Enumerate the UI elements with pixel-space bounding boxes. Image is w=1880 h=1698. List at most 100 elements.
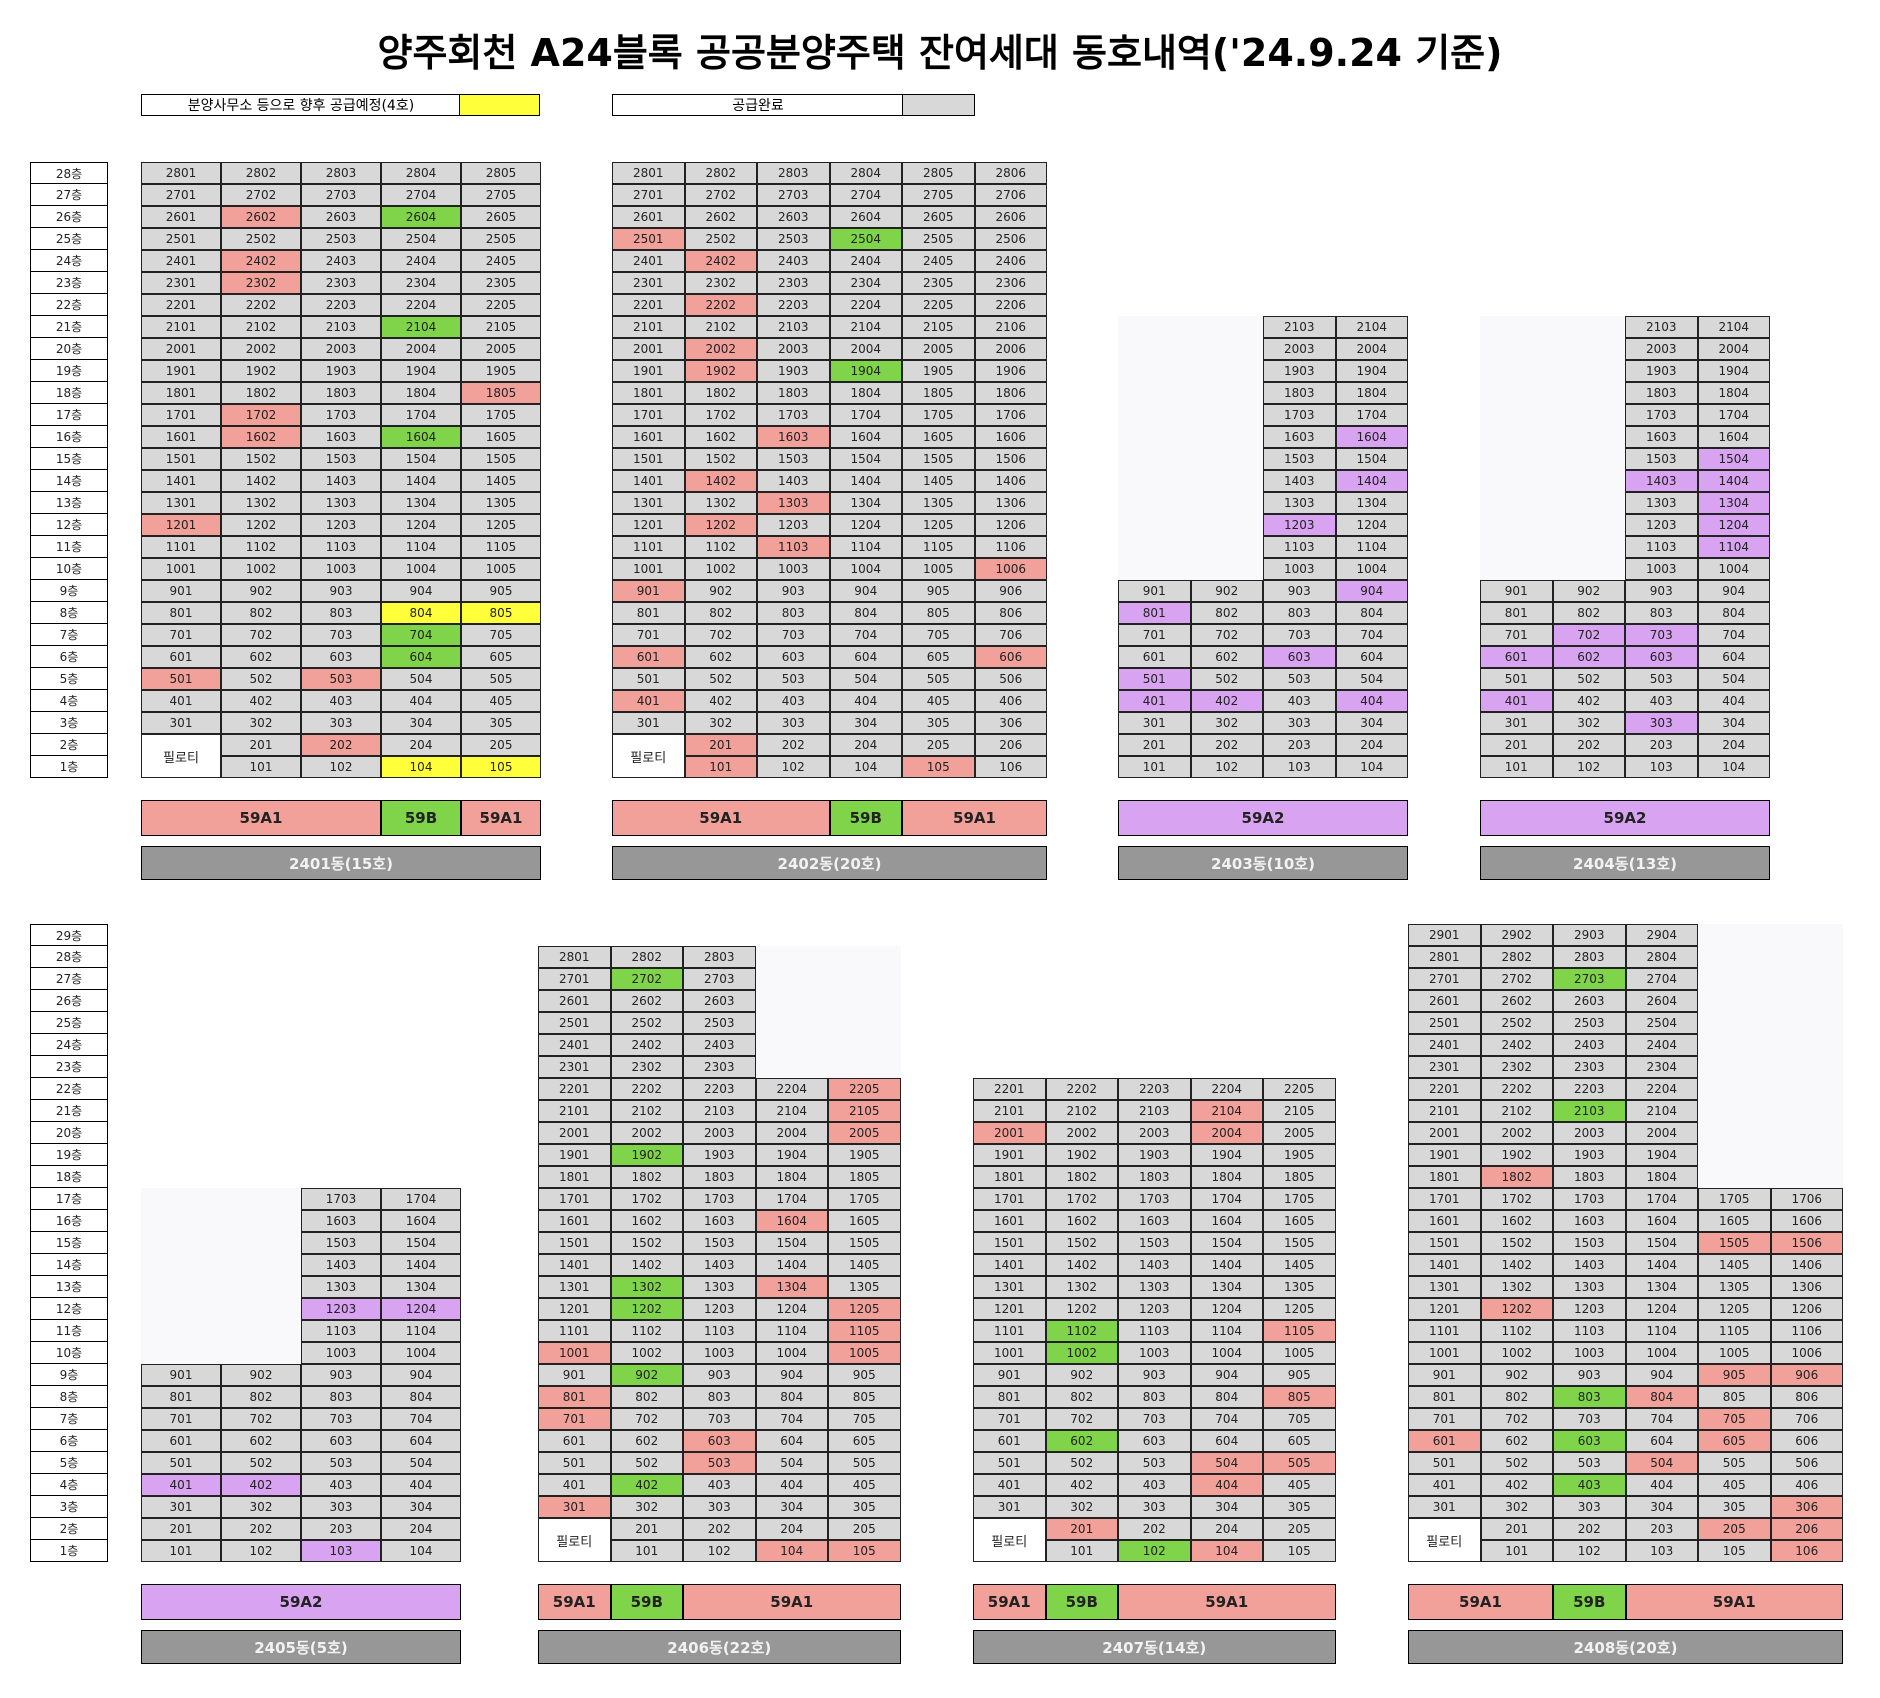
unit-cell: 1404	[381, 470, 461, 492]
unit-cell: 1504	[381, 448, 461, 470]
empty-cell	[1552, 426, 1625, 448]
unit-cell: 2104	[1697, 316, 1770, 338]
unit-cell: 2804	[381, 162, 461, 184]
unit-cell: 102	[221, 1540, 301, 1562]
unit-cell: 1105	[1698, 1320, 1771, 1342]
unit-cell: 1602	[684, 426, 757, 448]
unit-cell: 502	[1480, 1452, 1553, 1474]
empty-cell	[1046, 946, 1119, 968]
unit-cell: 2303	[301, 272, 381, 294]
empty-cell	[973, 1034, 1046, 1056]
unit-cell: 2501	[538, 1012, 611, 1034]
unit-cell: 203	[1625, 734, 1698, 756]
unit-cell: 404	[755, 1474, 828, 1496]
floor-label: 13층	[30, 492, 108, 514]
unit-cell: 202	[1118, 1518, 1191, 1540]
empty-cell	[1190, 404, 1263, 426]
unit-cell: 1204	[755, 1298, 828, 1320]
unit-cell: 2103	[1263, 316, 1336, 338]
unit-cell: 2402	[684, 250, 757, 272]
unit-cell: 2502	[684, 228, 757, 250]
empty-cell	[1263, 1056, 1336, 1078]
unit-cell: 402	[221, 1474, 301, 1496]
floor-label: 14층	[30, 1254, 108, 1276]
empty-cell	[1553, 294, 1626, 316]
unit-cell: 904	[1335, 580, 1408, 602]
unit-cell: 804	[1335, 602, 1408, 624]
type-segment: 59A1	[538, 1584, 611, 1620]
unit-cell: 804	[381, 602, 461, 624]
unit-cell: 301	[1118, 712, 1191, 734]
unit-cell: 1403	[757, 470, 830, 492]
unit-cell: 1906	[974, 360, 1047, 382]
empty-cell	[1118, 250, 1191, 272]
empty-cell	[221, 1144, 301, 1166]
floor-label: 12층	[30, 1298, 108, 1320]
unit-cell: 1102	[221, 536, 301, 558]
unit-cell: 903	[683, 1364, 756, 1386]
unit-cell: 102	[683, 1540, 756, 1562]
empty-cell	[381, 1166, 461, 1188]
unit-cell: 1705	[461, 404, 541, 426]
building-2406-grid: 2801 2802 2803 2701 2702 2703 2601 2602 2603 2501…	[538, 924, 901, 1562]
unit-cell: 1904	[755, 1144, 828, 1166]
unit-cell: 2702	[610, 968, 683, 990]
type-segment: 59A1	[1408, 1584, 1553, 1620]
empty-cell	[1190, 514, 1263, 536]
unit-cell: 302	[221, 712, 301, 734]
unit-cell: 2002	[684, 338, 757, 360]
empty-cell	[1480, 228, 1553, 250]
unit-cell: 2704	[1625, 968, 1698, 990]
unit-cell: 802	[1190, 602, 1263, 624]
unit-cell: 603	[301, 646, 381, 668]
unit-cell: 803	[301, 1386, 381, 1408]
unit-cell: 1403	[683, 1254, 756, 1276]
unit-cell: 103	[301, 1540, 381, 1562]
unit-cell: 1804	[1335, 382, 1408, 404]
empty-cell	[1046, 1056, 1119, 1078]
floor-label: 9층	[30, 580, 108, 602]
unit-cell: 1104	[1697, 536, 1770, 558]
empty-cell	[1118, 316, 1191, 338]
unit-cell: 805	[828, 1386, 901, 1408]
unit-cell: 603	[1553, 1430, 1626, 1452]
unit-cell: 106	[974, 756, 1047, 778]
empty-cell	[1552, 316, 1625, 338]
floor-label: 23층	[30, 1056, 108, 1078]
unit-cell: 205	[461, 734, 541, 756]
unit-cell: 1403	[301, 470, 381, 492]
unit-cell: 1901	[538, 1144, 611, 1166]
unit-cell: 2805	[902, 162, 975, 184]
unit-cell: 201	[1045, 1518, 1118, 1540]
unit-cell: 904	[1190, 1364, 1263, 1386]
empty-cell	[1190, 470, 1263, 492]
unit-cell: 704	[381, 1408, 461, 1430]
unit-cell: 2101	[973, 1100, 1046, 1122]
empty-cell	[1480, 536, 1553, 558]
unit-cell: 302	[610, 1496, 683, 1518]
empty-cell	[1480, 492, 1553, 514]
unit-cell: 1204	[1335, 514, 1408, 536]
unit-cell: 2302	[610, 1056, 683, 1078]
unit-cell: 1604	[755, 1210, 828, 1232]
unit-cell: 903	[1625, 580, 1698, 602]
unit-cell: 1802	[1480, 1166, 1553, 1188]
unit-cell: 2801	[538, 946, 611, 968]
unit-cell: 305	[461, 712, 541, 734]
empty-cell	[141, 1342, 221, 1364]
unit-cell: 705	[461, 624, 541, 646]
unit-cell: 604	[1190, 1430, 1263, 1452]
unit-cell: 1301	[612, 492, 685, 514]
unit-cell: 601	[1480, 646, 1553, 668]
unit-cell: 1902	[610, 1144, 683, 1166]
empty-cell	[1553, 250, 1626, 272]
type-segment: 59A1	[902, 800, 1047, 836]
unit-cell: 1104	[1335, 536, 1408, 558]
unit-cell: 2503	[683, 1012, 756, 1034]
unit-cell: 1301	[141, 492, 221, 514]
unit-cell: 1604	[1190, 1210, 1263, 1232]
unit-cell: 2403	[757, 250, 830, 272]
unit-cell: 1502	[221, 448, 301, 470]
unit-cell: 1104	[829, 536, 902, 558]
empty-cell	[1190, 558, 1263, 580]
